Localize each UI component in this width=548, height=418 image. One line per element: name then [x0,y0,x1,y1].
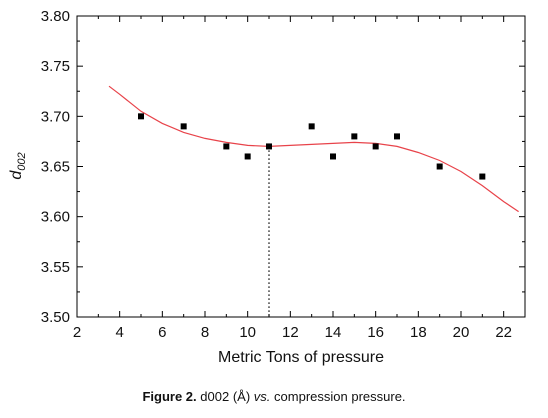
x-tick-label: 4 [115,324,123,341]
y-tick-label: 3.75 [41,58,70,75]
chart: 2 4 6 8 10 12 14 16 18 20 22 3.503.553.603.653.703… [8,8,526,366]
data-point [394,133,400,140]
caption-vs: vs. [253,389,271,404]
x-tick-label: 2 [73,324,81,341]
x-tick-label: 16 [367,324,384,341]
data-point [266,143,272,150]
y-axis-label-main: d [8,170,25,180]
y-tick-label: 3.50 [41,309,70,326]
y-tick-label: 3.55 [41,259,70,276]
axis-ticks [76,15,525,318]
data-point [138,113,144,120]
data-point [372,143,379,150]
y-axis-label: d002 [8,152,28,179]
caption-rest: compression pressure. [274,389,406,404]
y-tick-labels: 3.50 3.55 3.60 3.65 3.70 3.75 3.80 [41,8,70,326]
x-tick-label: 14 [325,324,342,341]
y-tick-label: 3.65 [41,159,70,176]
x-tick-label: 22 [495,324,512,341]
caption-unit: (Å) [232,389,251,404]
y-tick-label: 3.60 [41,209,70,226]
x-tick-label: 6 [158,324,166,341]
x-tick-label: 8 [201,324,209,341]
data-point [223,143,230,150]
plot-frame [76,15,526,318]
y-axis-label-sub: 002 [16,152,28,170]
data-point [479,173,486,180]
x-tick-label: 18 [410,324,427,341]
y-tick-label: 3.80 [41,8,70,25]
y-tick-label: 3.70 [41,108,70,125]
data-point [244,153,251,160]
data-point [180,123,187,130]
x-tick-label: 12 [282,324,299,341]
x-axis-label: Metric Tons of pressure [218,349,384,366]
data-points [138,113,486,180]
x-tick-label: 20 [453,324,470,341]
caption-quantity: d002 [200,389,230,404]
caption-label: Figure 2. [142,389,197,404]
x-tick-label: 10 [239,324,256,341]
data-point [330,153,336,160]
fit-curve [108,85,519,213]
x-tick-labels: 2 4 6 8 10 12 14 16 18 20 22 [73,324,512,341]
data-point [308,123,315,130]
figure-caption: Figure 2. d002 (Å) vs. compression press… [0,389,548,404]
data-point [351,133,358,140]
data-point [436,163,443,170]
